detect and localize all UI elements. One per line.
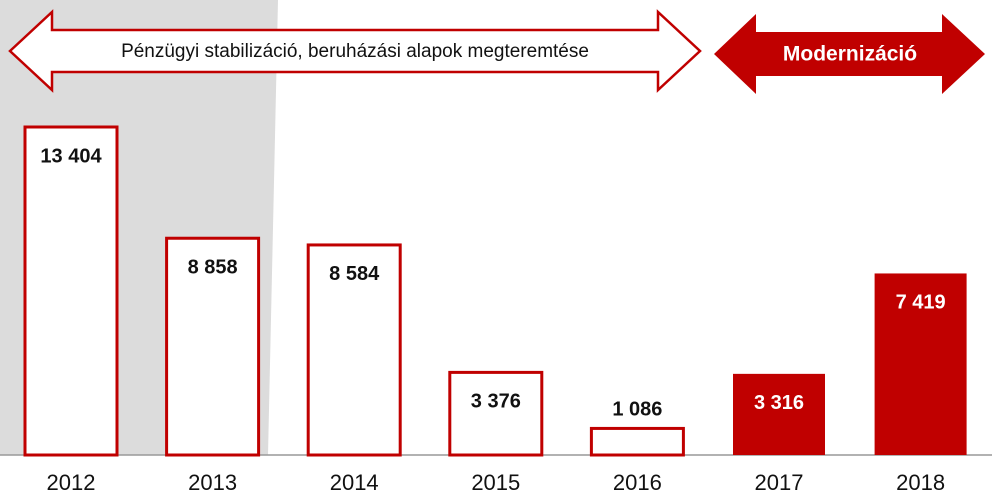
- x-tick-label: 2017: [755, 470, 804, 495]
- arrow-filled: [714, 14, 985, 94]
- value-label: 8 584: [329, 263, 380, 285]
- x-tick-label: 2018: [896, 470, 945, 495]
- x-tick-label: 2013: [188, 470, 237, 495]
- bar: [448, 370, 544, 457]
- value-label: 13 404: [40, 145, 102, 167]
- value-label: 7 419: [896, 292, 946, 314]
- value-label: 3 316: [754, 392, 804, 414]
- value-label: 8 858: [188, 257, 238, 279]
- value-label: 1 086: [612, 399, 662, 421]
- bar: [306, 243, 402, 457]
- x-tick-label: 2015: [471, 470, 520, 495]
- arrow-outline: [8, 9, 702, 93]
- bar: [589, 426, 685, 457]
- x-tick-label: 2016: [613, 470, 662, 495]
- bar: [23, 125, 119, 457]
- bar: [874, 273, 967, 455]
- arrow-label: Modernizáció: [783, 43, 917, 66]
- arrow-label: Pénzügyi stabilizáció, beruházási alapok…: [121, 41, 589, 62]
- x-tick-label: 2014: [330, 470, 379, 495]
- x-tick-label: 2012: [47, 470, 96, 495]
- bar: [165, 236, 261, 457]
- bar: [733, 373, 825, 455]
- value-label: 3 376: [471, 391, 521, 413]
